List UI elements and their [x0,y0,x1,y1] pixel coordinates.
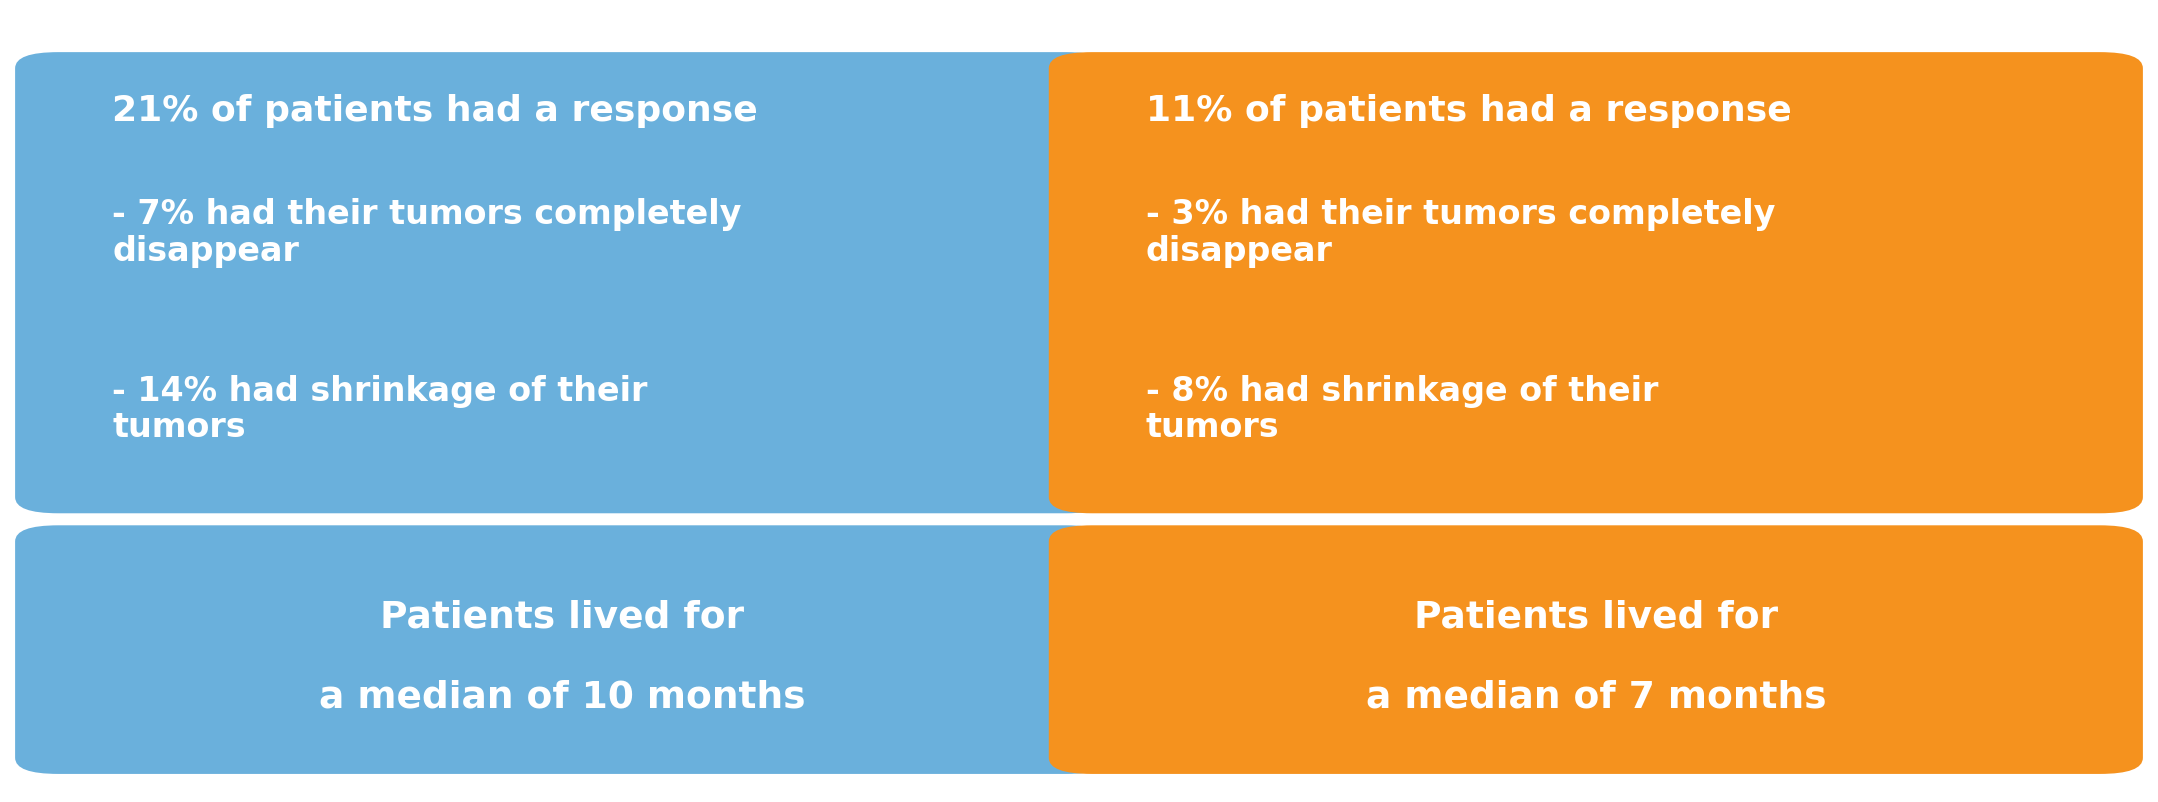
FancyBboxPatch shape [15,52,1109,513]
Text: 21% of patients had a response: 21% of patients had a response [112,94,757,128]
Text: 11% of patients had a response: 11% of patients had a response [1146,94,1791,128]
Text: a median of 7 months: a median of 7 months [1366,680,1826,715]
Text: Patients lived for: Patients lived for [380,600,745,635]
Text: - 8% had shrinkage of their
tumors: - 8% had shrinkage of their tumors [1146,375,1657,444]
Text: a median of 10 months: a median of 10 months [319,680,805,715]
Text: - 14% had shrinkage of their
tumors: - 14% had shrinkage of their tumors [112,375,647,444]
Text: - 3% had their tumors completely
disappear: - 3% had their tumors completely disappe… [1146,198,1776,268]
FancyBboxPatch shape [15,525,1109,774]
Text: Patients lived for: Patients lived for [1413,600,1778,635]
FancyBboxPatch shape [1049,52,2143,513]
Text: - 7% had their tumors completely
disappear: - 7% had their tumors completely disappe… [112,198,742,268]
FancyBboxPatch shape [1049,525,2143,774]
